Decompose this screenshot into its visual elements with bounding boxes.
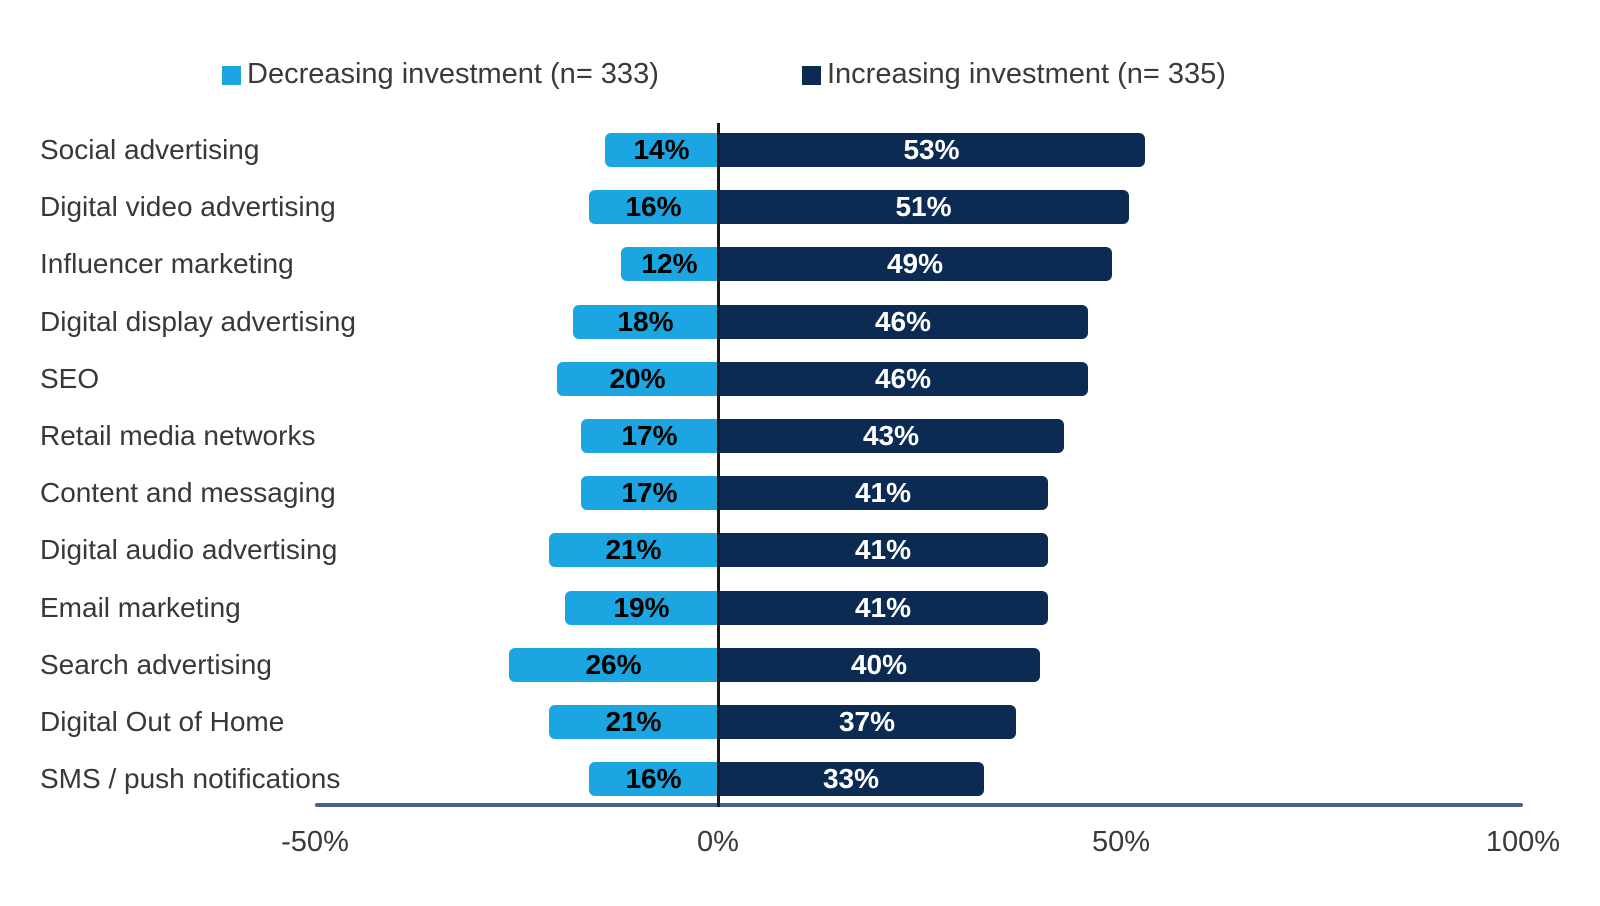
category-label: SEO	[40, 363, 100, 394]
bar-value-label: 16%	[625, 763, 682, 794]
bar-increasing: 37%	[718, 705, 1016, 739]
category-label: Search advertising	[40, 649, 272, 680]
bar-decreasing: 21%	[549, 705, 718, 739]
legend-swatch-increasing-icon	[802, 66, 821, 85]
bar-decreasing: 16%	[589, 762, 718, 796]
x-axis-tick-label: -50%	[281, 826, 349, 858]
bar-value-label: 41%	[854, 477, 912, 508]
x-axis-tick-label: 0%	[697, 826, 739, 858]
legend-label-decreasing: Decreasing investment (n= 333)	[247, 58, 659, 90]
bar-value-label: 16%	[625, 191, 682, 222]
category-label: Social advertising	[40, 134, 260, 165]
bar-decreasing: 16%	[589, 190, 718, 224]
bar-value-label: 17%	[621, 420, 678, 451]
legend-item-decreasing: Decreasing investment (n= 333)	[222, 58, 659, 91]
category-label: Digital video advertising	[40, 191, 336, 222]
bar-decreasing: 18%	[573, 305, 718, 339]
bar-value-label: 12%	[641, 248, 698, 279]
category-label: SMS / push notifications	[40, 763, 341, 794]
category-label: Retail media networks	[40, 420, 316, 451]
bar-value-label: 43%	[862, 420, 920, 451]
bar-increasing: 46%	[718, 305, 1088, 339]
bar-value-label: 33%	[822, 763, 880, 794]
bar-decreasing: 14%	[605, 133, 718, 167]
bar-value-label: 20%	[609, 363, 666, 394]
bar-value-label: 49%	[886, 248, 944, 279]
bar-increasing: 41%	[718, 591, 1048, 625]
bar-value-label: 40%	[850, 649, 908, 680]
category-label: Digital Out of Home	[40, 706, 285, 737]
bar-increasing: 41%	[718, 533, 1048, 567]
bar-value-label: 17%	[621, 477, 678, 508]
category-label: Digital display advertising	[40, 306, 356, 337]
bar-increasing: 53%	[718, 133, 1145, 167]
legend-label-increasing: Increasing investment (n= 335)	[827, 58, 1226, 90]
bar-increasing: 40%	[718, 648, 1040, 682]
bar-value-label: 26%	[585, 649, 642, 680]
bar-decreasing: 20%	[557, 362, 718, 396]
x-axis-line	[315, 803, 1523, 807]
bar-value-label: 41%	[854, 534, 912, 565]
bar-value-label: 19%	[613, 592, 670, 623]
bar-increasing: 46%	[718, 362, 1088, 396]
bar-decreasing: 21%	[549, 533, 718, 567]
category-label: Email marketing	[40, 592, 241, 623]
bar-increasing: 41%	[718, 476, 1048, 510]
bar-value-label: 18%	[617, 306, 674, 337]
bar-decreasing: 17%	[581, 419, 718, 453]
bar-decreasing: 17%	[581, 476, 718, 510]
bar-value-label: 53%	[903, 134, 960, 165]
bar-value-label: 37%	[838, 706, 896, 737]
bar-value-label: 46%	[874, 306, 932, 337]
bar-decreasing: 19%	[565, 591, 718, 625]
bar-increasing: 51%	[718, 190, 1129, 224]
bar-value-label: 21%	[605, 534, 662, 565]
bar-value-label: 46%	[874, 363, 932, 394]
bar-increasing: 43%	[718, 419, 1064, 453]
bar-value-label: 21%	[605, 706, 662, 737]
bar-value-label: 41%	[854, 592, 912, 623]
bar-increasing: 49%	[718, 247, 1112, 281]
bar-increasing: 33%	[718, 762, 984, 796]
x-axis-tick-label: 100%	[1485, 826, 1561, 858]
zero-axis-line	[717, 123, 720, 807]
bar-decreasing: 26%	[509, 648, 718, 682]
category-label: Influencer marketing	[40, 248, 294, 279]
legend-item-increasing: Increasing investment (n= 335)	[802, 58, 1226, 91]
bar-value-label: 14%	[633, 134, 690, 165]
bar-value-label: 51%	[895, 191, 952, 222]
category-label: Content and messaging	[40, 477, 336, 508]
category-label: Digital audio advertising	[40, 534, 338, 565]
legend-swatch-decreasing-icon	[222, 66, 241, 85]
bar-decreasing: 12%	[621, 247, 718, 281]
x-axis-tick-label: 50%	[1091, 826, 1151, 858]
